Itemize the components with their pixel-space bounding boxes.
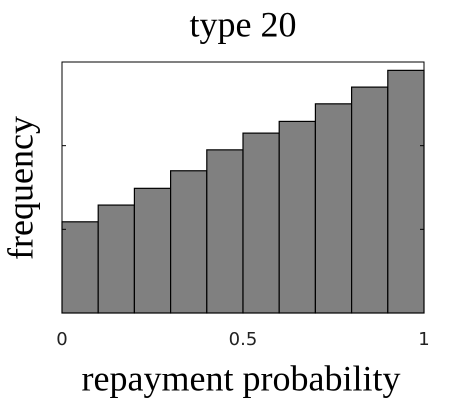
bar: [133, 187, 172, 314]
x-tick-label: 0.5: [229, 329, 258, 350]
bar: [351, 86, 389, 314]
chart-title: type 20: [190, 4, 297, 44]
bar: [97, 204, 135, 314]
x-axis-label: repayment probability: [82, 358, 401, 398]
bar: [242, 132, 280, 314]
bar: [387, 69, 425, 314]
bar: [278, 120, 317, 314]
bar: [170, 170, 208, 314]
y-axis-label: frequency: [0, 116, 40, 260]
bar: [314, 103, 353, 314]
bar: [61, 221, 99, 314]
x-tick-label: 0: [56, 329, 67, 350]
bar: [206, 149, 244, 314]
x-tick-label: 1: [418, 329, 429, 350]
